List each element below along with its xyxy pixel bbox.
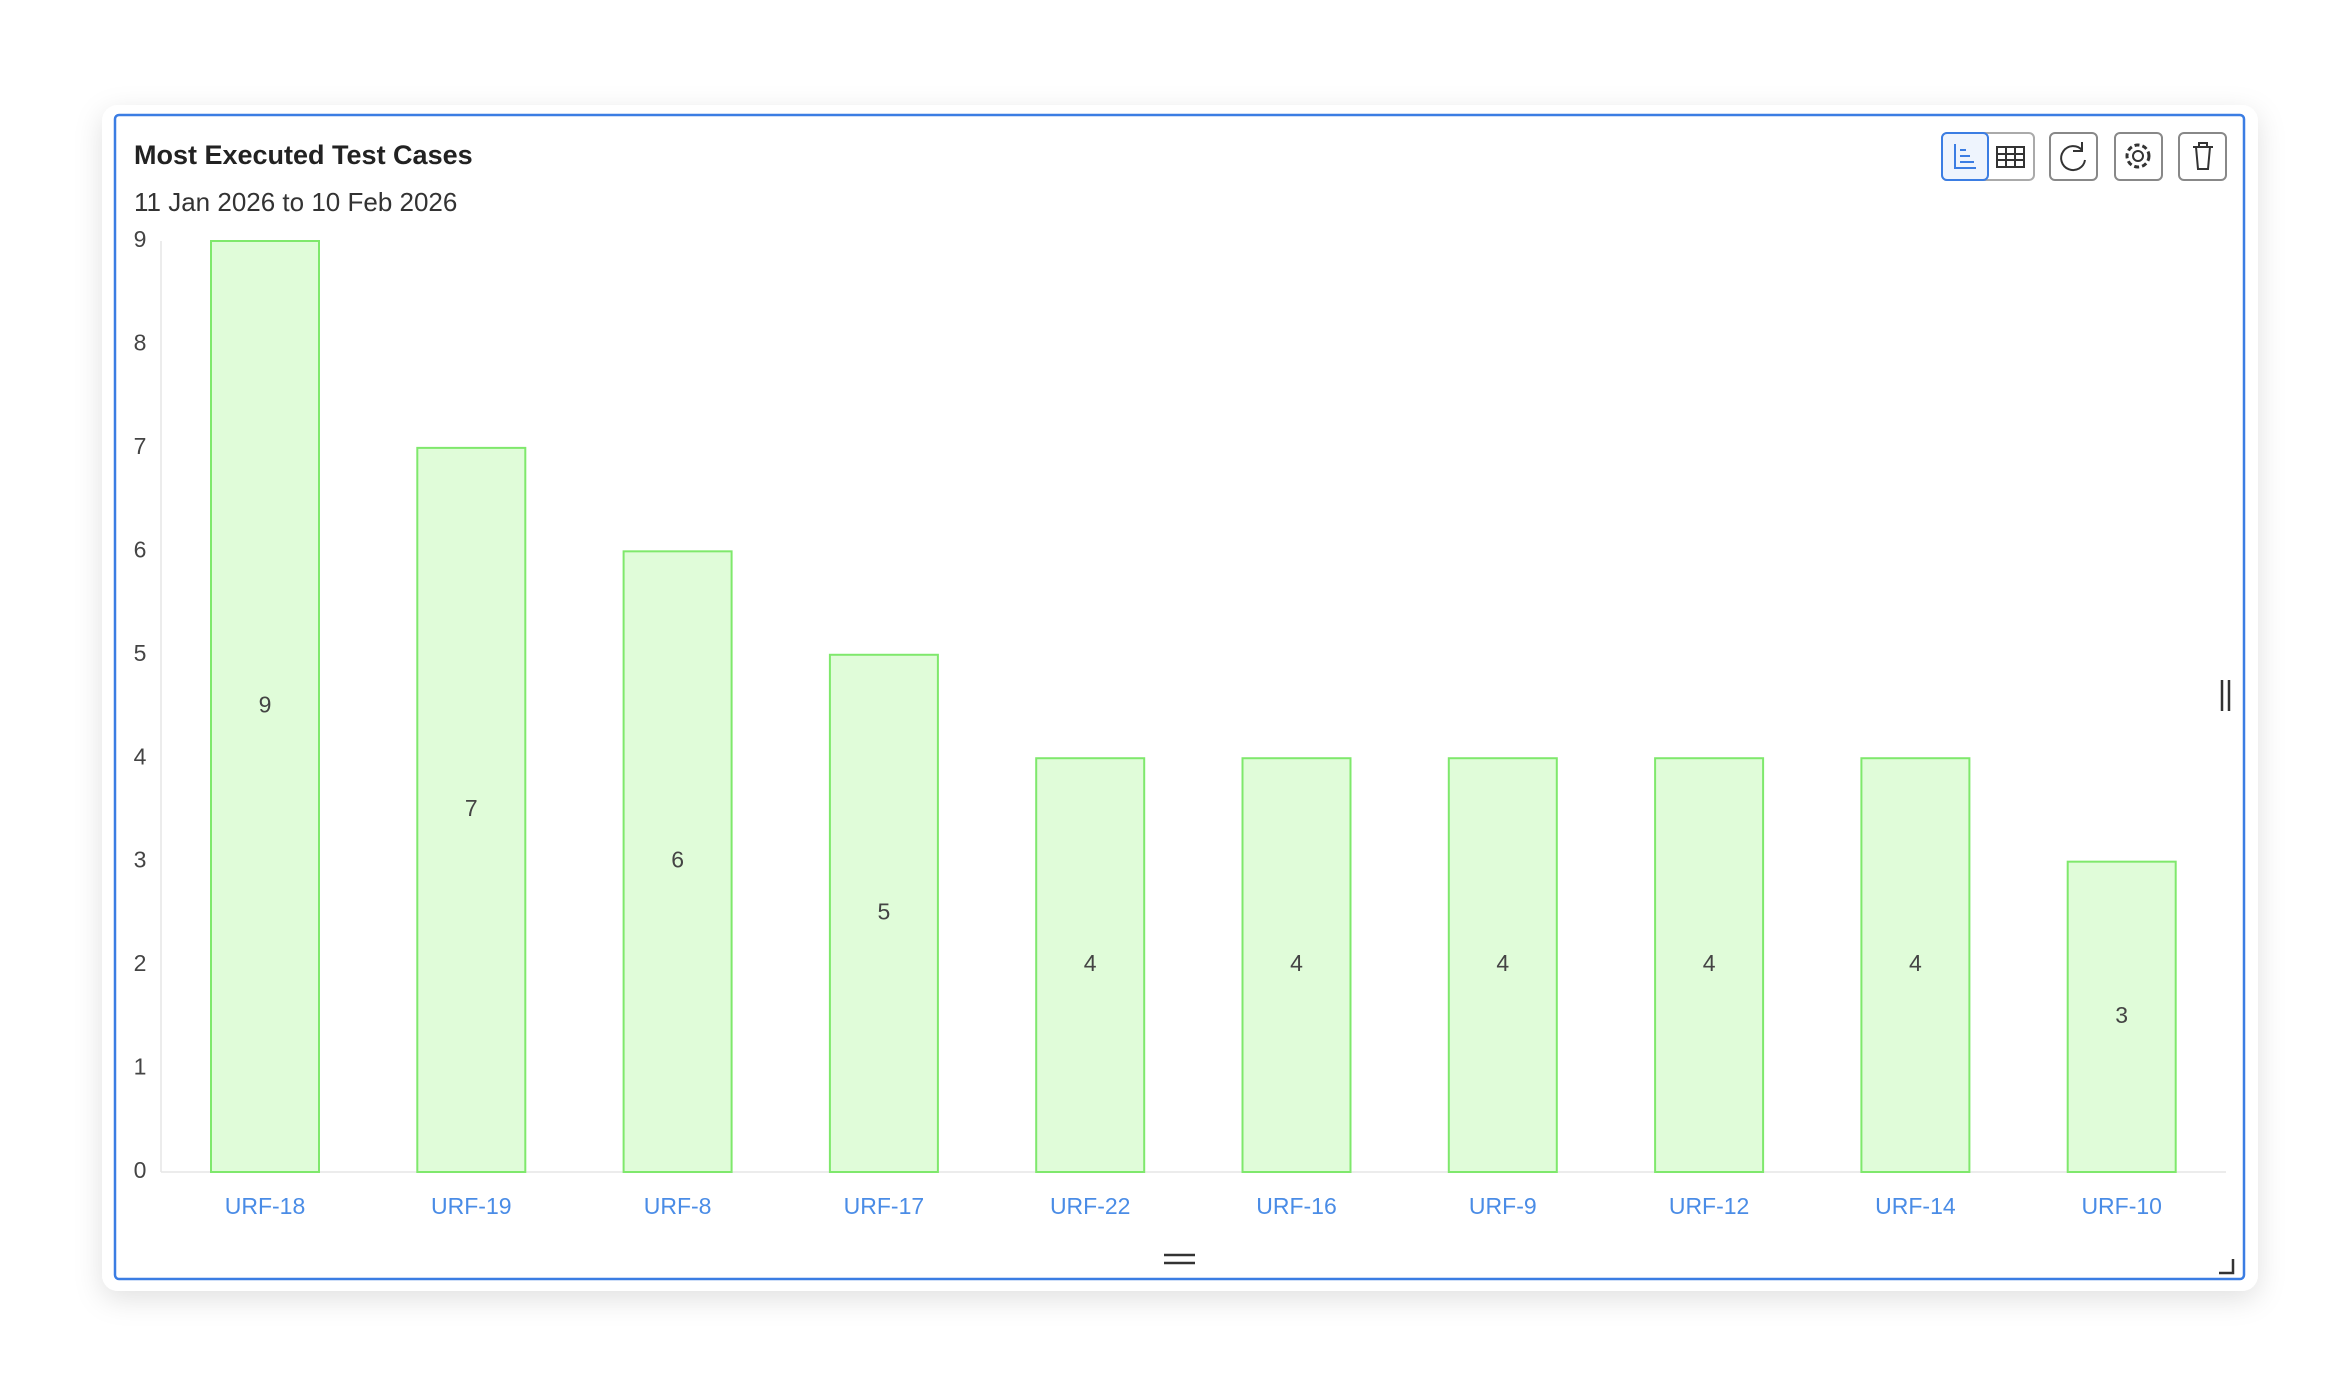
- bar: [622, 550, 733, 1173]
- y-tick-label: 6: [134, 536, 147, 562]
- resize-handle-right[interactable]: [2220, 680, 2231, 711]
- x-tick-label: URF-17: [844, 1193, 925, 1219]
- x-tick-label: URF-12: [1669, 1193, 1750, 1219]
- table-view-button[interactable]: [1996, 146, 2025, 168]
- bar: [416, 446, 527, 1173]
- x-tick-label: URF-18: [225, 1193, 306, 1219]
- bar-value-label: 9: [259, 692, 272, 718]
- x-tick-label: URF-19: [431, 1193, 512, 1219]
- bar-value-label: 6: [671, 847, 684, 873]
- delete-icon: [2193, 142, 2213, 170]
- delete-button[interactable]: [2178, 132, 2227, 181]
- x-tick-label: URF-9: [1469, 1193, 1537, 1219]
- toolbar: [1941, 132, 2227, 181]
- settings-gear: [2125, 143, 2151, 169]
- bar-value-label: 3: [2115, 1002, 2128, 1028]
- resize-handle-corner[interactable]: [2219, 1259, 2235, 1275]
- bar: [210, 240, 320, 1173]
- bar: [828, 653, 939, 1173]
- bar: [1447, 757, 1558, 1173]
- bar: [1860, 757, 1971, 1173]
- chart-subtitle: 11 Jan 2026 to 10 Feb 2026: [134, 187, 457, 217]
- bar-value-label: 4: [1909, 950, 1922, 976]
- y-tick-label: 5: [134, 640, 147, 666]
- x-tick-label: URF-16: [1256, 1193, 1337, 1219]
- settings-icon: [2132, 150, 2144, 162]
- x-tick-label: URF-14: [1875, 1193, 1956, 1219]
- refresh-icon: [2060, 142, 2086, 172]
- y-tick-label: 4: [134, 743, 147, 769]
- bar-value-label: 4: [1703, 950, 1716, 976]
- resize-handle-bottom[interactable]: [1164, 1253, 1195, 1265]
- bar-value-label: 4: [1496, 950, 1509, 976]
- x-tick-label: URF-10: [2081, 1193, 2162, 1219]
- y-tick-label: 8: [134, 330, 147, 356]
- card-border: [113, 113, 2246, 1281]
- bar-value-label: 4: [1084, 950, 1097, 976]
- settings-button[interactable]: [2114, 132, 2163, 181]
- y-tick-label: 7: [134, 433, 147, 459]
- bar-value-label: 5: [878, 898, 891, 924]
- bar-value-label: 7: [465, 795, 478, 821]
- bar-value-label: 4: [1290, 950, 1303, 976]
- y-tick-label: 2: [134, 950, 147, 976]
- y-tick-label: 0: [134, 1157, 147, 1183]
- bar: [1241, 757, 1352, 1173]
- bar: [1035, 757, 1146, 1173]
- chart-icon: [1954, 144, 1976, 169]
- chart-title: Most Executed Test Cases: [134, 140, 473, 170]
- y-tick-label: 1: [134, 1054, 147, 1080]
- x-tick-label: URF-8: [644, 1193, 712, 1219]
- refresh-button[interactable]: [2049, 132, 2098, 181]
- bar: [1654, 757, 1765, 1173]
- x-tick-label: URF-22: [1050, 1193, 1131, 1219]
- bar: [2066, 860, 2177, 1174]
- y-tick-label: 9: [134, 226, 147, 252]
- y-tick-label: 3: [134, 847, 147, 873]
